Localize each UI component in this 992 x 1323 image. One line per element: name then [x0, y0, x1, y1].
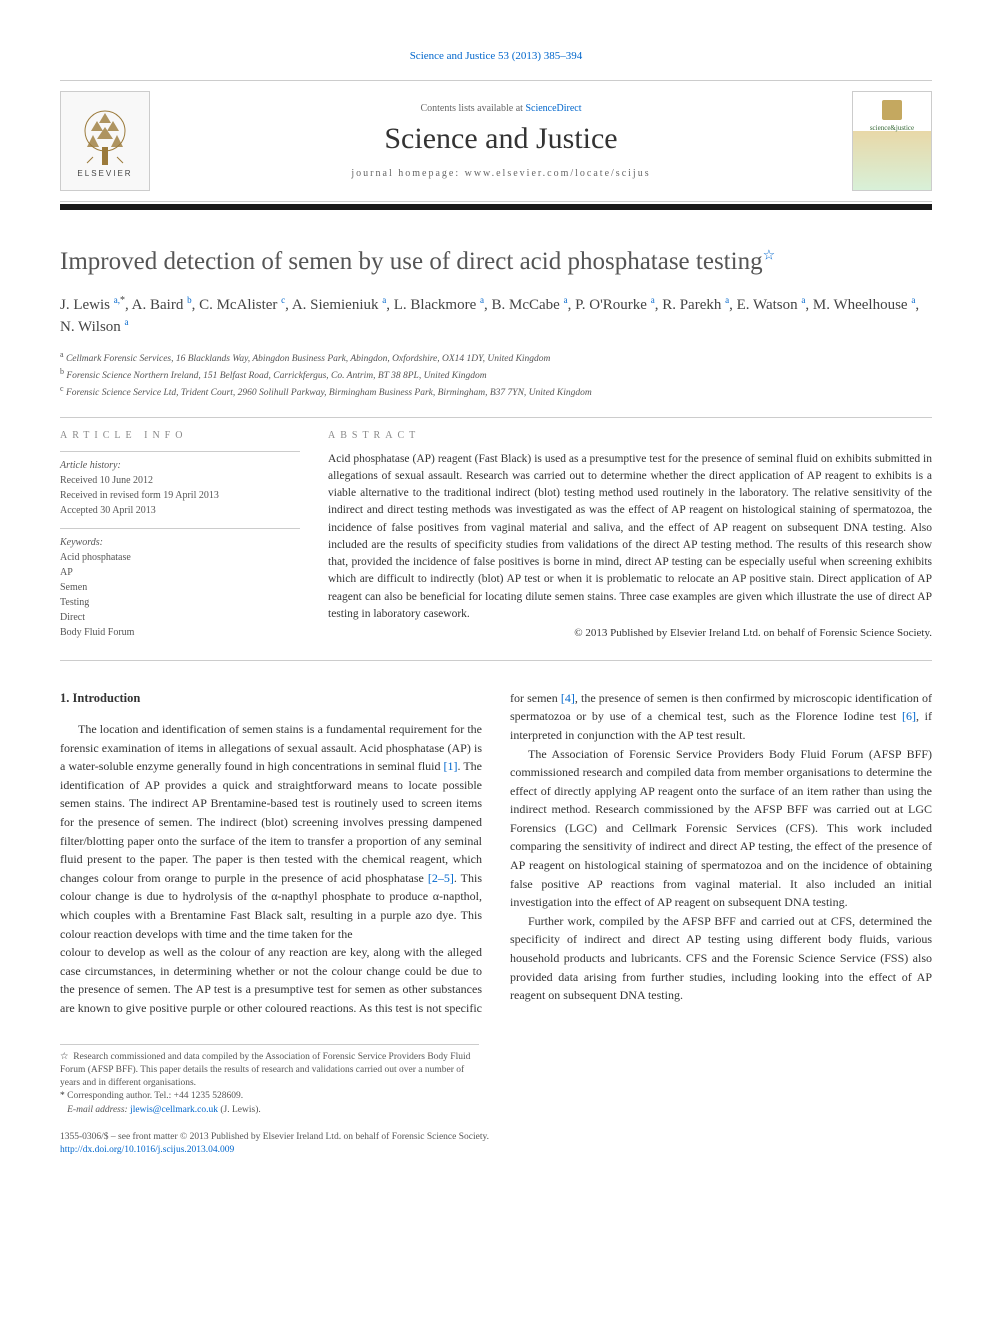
- keyword: AP: [60, 565, 300, 580]
- footnote-corresponding: * Corresponding author. Tel.: +44 1235 5…: [60, 1090, 479, 1103]
- keyword: Semen: [60, 580, 300, 595]
- page-footer: 1355-0306/$ – see front matter © 2013 Pu…: [60, 1131, 932, 1158]
- affiliations: a Cellmark Forensic Services, 16 Blackla…: [60, 349, 932, 401]
- contents-prefix: Contents lists available at: [420, 103, 525, 114]
- history-label: Article history:: [60, 458, 300, 473]
- intro-p3: The Association of Forensic Service Prov…: [510, 745, 932, 912]
- masthead-black-bar: [60, 204, 932, 210]
- intro-p1: The location and identification of semen…: [60, 720, 482, 943]
- section-divider-bottom: [60, 660, 932, 661]
- affiliation-c: c Forensic Science Service Ltd, Trident …: [60, 383, 932, 400]
- cover-text: science&justice: [870, 124, 914, 132]
- sciencedirect-link[interactable]: ScienceDirect: [525, 103, 581, 114]
- article-history-block: Article history: Received 10 June 2012 R…: [60, 451, 300, 518]
- history-received: Received 10 June 2012: [60, 473, 300, 488]
- article-info-heading: article info: [60, 430, 300, 441]
- article-title: Improved detection of semen by use of di…: [60, 246, 932, 279]
- top-journal: Science and Justice: [410, 50, 496, 62]
- abstract-heading: abstract: [328, 430, 932, 441]
- cover-badge-icon: [882, 100, 902, 120]
- keyword: Body Fluid Forum: [60, 625, 300, 640]
- publisher-name: ELSEVIER: [77, 169, 132, 178]
- intro-p4: Further work, compiled by the AFSP BFF a…: [510, 912, 932, 1005]
- title-footnote-star[interactable]: ☆: [763, 249, 776, 264]
- authors-list: J. Lewis a,*, A. Baird b, C. McAlister c…: [60, 293, 932, 339]
- section-divider-top: [60, 417, 932, 418]
- issn-copyright-line: 1355-0306/$ – see front matter © 2013 Pu…: [60, 1131, 932, 1144]
- article-title-text: Improved detection of semen by use of di…: [60, 248, 763, 275]
- keyword: Acid phosphatase: [60, 550, 300, 565]
- masthead-center: Contents lists available at ScienceDirec…: [150, 103, 852, 179]
- journal-cover-thumbnail: science&justice: [852, 91, 932, 191]
- journal-masthead: ELSEVIER Contents lists available at Sci…: [60, 80, 932, 202]
- history-accepted: Accepted 30 April 2013: [60, 503, 300, 518]
- journal-homepage: journal homepage: www.elsevier.com/locat…: [160, 168, 842, 179]
- publisher-logo: ELSEVIER: [60, 91, 150, 191]
- abstract-text: Acid phosphatase (AP) reagent (Fast Blac…: [328, 451, 932, 624]
- top-citation: 53 (2013) 385–394: [498, 50, 582, 62]
- footnote-email: E-mail address: jlewis@cellmark.co.uk (J…: [60, 1104, 479, 1117]
- keyword: Testing: [60, 595, 300, 610]
- footnote-star: ☆ Research commissioned and data compile…: [60, 1051, 479, 1091]
- affiliation-a: a Cellmark Forensic Services, 16 Blackla…: [60, 349, 932, 366]
- intro-heading: 1. Introduction: [60, 689, 482, 708]
- top-citation-link[interactable]: Science and Justice 53 (2013) 385–394: [60, 50, 932, 62]
- journal-title: Science and Justice: [160, 122, 842, 156]
- keywords-block: Keywords: Acid phosphatase AP Semen Test…: [60, 528, 300, 640]
- contents-avail: Contents lists available at ScienceDirec…: [160, 103, 842, 114]
- footnotes: ☆ Research commissioned and data compile…: [60, 1044, 479, 1117]
- abstract-copyright: © 2013 Published by Elsevier Ireland Ltd…: [328, 627, 932, 639]
- affiliation-b: b Forensic Science Northern Ireland, 151…: [60, 366, 932, 383]
- history-revised: Received in revised form 19 April 2013: [60, 488, 300, 503]
- abstract-column: abstract Acid phosphatase (AP) reagent (…: [328, 430, 932, 650]
- article-info-column: article info Article history: Received 1…: [60, 430, 300, 650]
- keyword: Direct: [60, 610, 300, 625]
- info-abstract-row: article info Article history: Received 1…: [60, 430, 932, 650]
- email-link[interactable]: jlewis@cellmark.co.uk: [130, 1105, 218, 1115]
- doi-link[interactable]: http://dx.doi.org/10.1016/j.scijus.2013.…: [60, 1145, 234, 1155]
- keywords-label: Keywords:: [60, 535, 300, 550]
- elsevier-tree-icon: [75, 105, 135, 167]
- body-text-columns: 1. Introduction The location and identif…: [60, 689, 932, 1018]
